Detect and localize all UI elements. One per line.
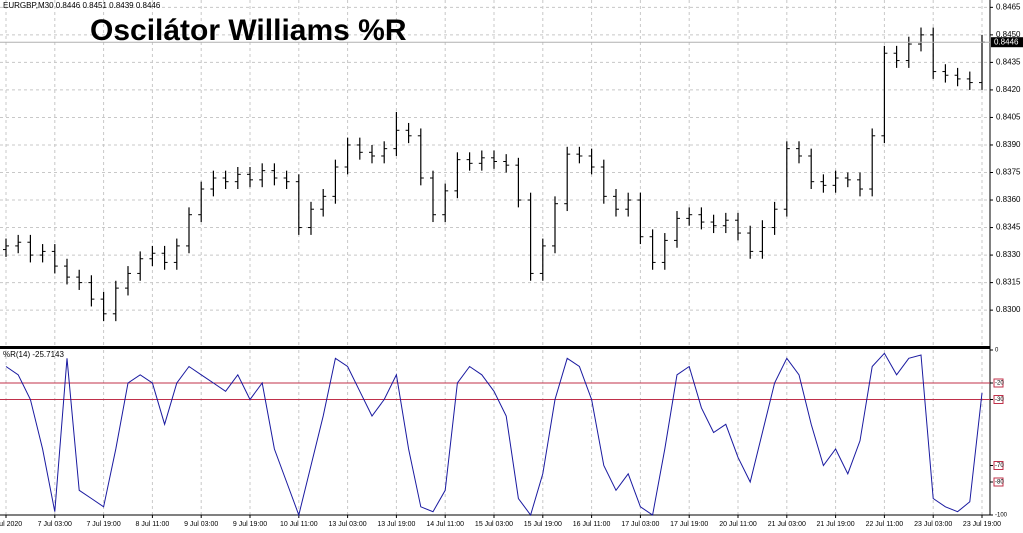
- x-tick-label: 8 Jul 11:00: [136, 521, 170, 528]
- y-tick-label: 0.8360: [996, 195, 1021, 204]
- current-price-box: [991, 37, 1023, 48]
- x-tick-label: 7 Jul 19:00: [86, 521, 120, 528]
- x-tick-label: 17 Jul 19:00: [670, 521, 708, 528]
- y2-tick-label: -100: [995, 513, 1008, 519]
- y-tick-label: 0.8300: [996, 305, 1021, 314]
- x-tick-label: 23 Jul 19:00: [963, 521, 1001, 528]
- x-tick-label: 2 Jul 2020: [0, 521, 22, 528]
- y-tick-label: 0.8375: [996, 168, 1021, 177]
- y-tick-label: 0.8435: [996, 58, 1021, 67]
- y-tick-label: 0.8330: [996, 250, 1021, 259]
- y-tick-label: 0.8315: [996, 278, 1021, 287]
- y2-tick-box: [993, 378, 1004, 388]
- x-tick-label: 23 Jul 03:00: [914, 521, 952, 528]
- header: EURGBP,M30 0.8446 0.8451 0.8439 0.8446: [3, 1, 161, 10]
- x-tick-label: 16 Jul 11:00: [573, 521, 611, 528]
- indicator-label: %R(14) -25.7143: [3, 350, 64, 359]
- y-tick-label: 0.8390: [996, 140, 1021, 149]
- y2-tick-label: -20: [995, 381, 1004, 387]
- y-tick-label: 0.8405: [996, 113, 1021, 122]
- x-tick-label: 21 Jul 19:00: [817, 521, 855, 528]
- y2-tick-label: -30: [995, 397, 1004, 403]
- y2-tick-box: [993, 477, 1004, 487]
- wr-line: [5, 352, 983, 517]
- y2-tick-label: -80: [995, 480, 1004, 486]
- x-tick-label: 15 Jul 19:00: [524, 521, 562, 528]
- x-tick-label: 22 Jul 11:00: [866, 521, 904, 528]
- y-tick-label: 0.8450: [996, 30, 1021, 39]
- x-tick-label: 17 Jul 03:00: [621, 521, 659, 528]
- x-tick-label: 13 Jul 03:00: [329, 521, 367, 528]
- current-price-label: 0.8446: [994, 37, 1019, 46]
- y-tick-label: 0.8420: [996, 85, 1021, 94]
- y-tick-label: 0.8345: [996, 223, 1021, 232]
- y2-tick-label: 0: [995, 348, 999, 354]
- y2-tick-box: [993, 395, 1004, 404]
- x-tick-label: 15 Jul 03:00: [475, 521, 513, 528]
- x-tick-label: 9 Jul 03:00: [184, 521, 218, 528]
- x-tick-label: 13 Jul 19:00: [377, 521, 415, 528]
- y2-tick-box: [993, 461, 1004, 470]
- y-tick-label: 0.8465: [996, 2, 1021, 11]
- x-tick-label: 9 Jul 19:00: [233, 521, 267, 528]
- x-tick-label: 20 Jul 11:00: [719, 521, 757, 528]
- y2-tick-label: -70: [995, 463, 1004, 469]
- chart-title: Oscilátor Williams %R: [90, 14, 407, 47]
- x-tick-label: 14 Jul 11:00: [426, 521, 464, 528]
- x-tick-label: 10 Jul 11:00: [280, 521, 318, 528]
- x-tick-label: 21 Jul 03:00: [768, 521, 806, 528]
- x-tick-label: 7 Jul 03:00: [38, 521, 72, 528]
